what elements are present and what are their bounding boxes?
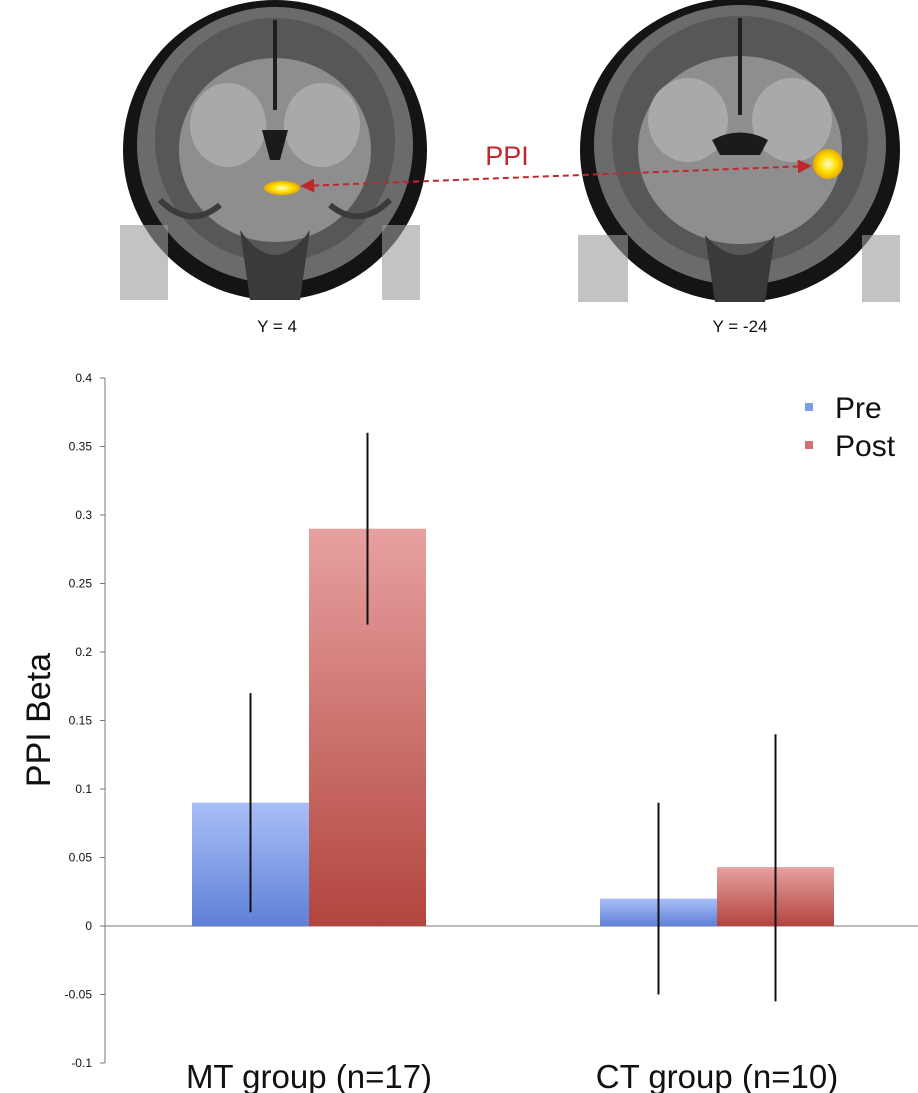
y-tick-label: 0.4 [75, 371, 92, 385]
y-tick-label: 0.35 [69, 440, 93, 454]
error-bars [249, 432, 777, 1002]
right-activation-blob [813, 149, 843, 179]
right-slice-caption: Y = -24 [713, 317, 768, 336]
ppi-connection-arrow [300, 159, 812, 193]
y-axis-ticks: -0.1 -0.05 0 0.05 0.1 0.15 0.2 0.25 0.3 0.35 0.4 [65, 371, 105, 1070]
bar-chart: -0.1 -0.05 0 0.05 0.1 0.15 0.2 0.25 0.3 0.35 0.4 M… [20, 371, 918, 1093]
y-tick-label: 0.2 [75, 645, 92, 659]
category-labels: MT group (n=17) CT group (n=10) [186, 1058, 838, 1093]
y-tick-label: -0.05 [65, 988, 93, 1002]
legend-label-post: Post [835, 430, 896, 463]
legend: Pre Post [805, 392, 896, 463]
brain-panel: PPI Y = 4 Y = -24 [120, 0, 900, 336]
legend-swatch-pre [805, 403, 813, 411]
category-label: CT group (n=10) [596, 1058, 838, 1093]
right-brain-slice-image [578, 0, 900, 302]
ppi-connection-label: PPI [485, 141, 529, 171]
y-tick-label: 0.05 [69, 851, 93, 865]
y-tick-label: 0.15 [69, 714, 93, 728]
y-tick-label: 0.25 [69, 577, 93, 591]
bars [192, 528, 834, 926]
left-activation-blob [264, 181, 300, 195]
category-label: MT group (n=17) [186, 1058, 432, 1093]
y-tick-label: 0.3 [75, 508, 92, 522]
y-tick-label: 0 [85, 919, 92, 933]
left-brain-slice-image [120, 0, 427, 300]
legend-swatch-post [805, 441, 813, 449]
left-slice-caption: Y = 4 [257, 317, 297, 336]
y-tick-label: 0.1 [75, 782, 92, 796]
y-axis-title: PPI Beta [20, 653, 58, 787]
y-tick-label: -0.1 [71, 1056, 92, 1070]
legend-label-pre: Pre [835, 392, 882, 425]
